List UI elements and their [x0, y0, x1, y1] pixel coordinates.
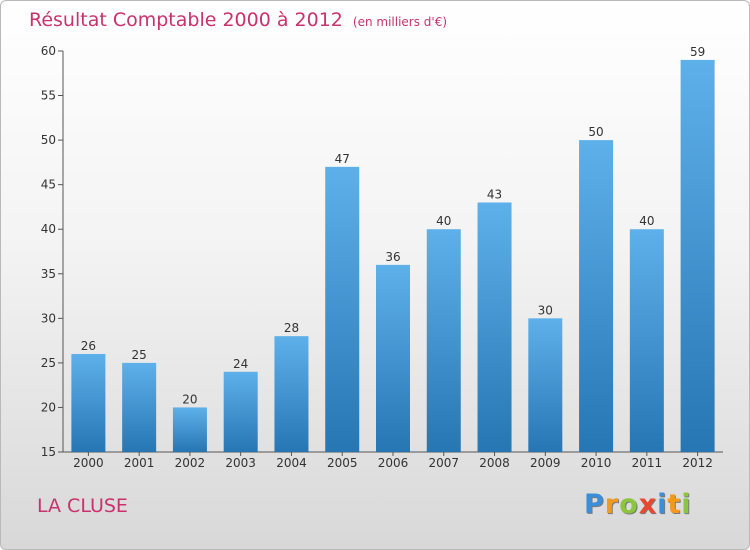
logo-letter: i: [681, 489, 692, 520]
y-tick-label: 25: [41, 356, 56, 370]
chart-title: Résultat Comptable 2000 à 2012 (en millie…: [29, 9, 447, 31]
bar-2002: [172, 407, 207, 452]
bar-2007: [426, 229, 461, 452]
bar-2012: [680, 59, 715, 453]
data-label: 26: [81, 339, 96, 353]
data-label: 24: [233, 357, 248, 371]
bar-2001: [122, 362, 157, 452]
logo-letter: i: [657, 489, 668, 520]
bar-2010: [579, 140, 614, 452]
x-tick-label: 2003: [225, 456, 256, 470]
proxiti-logo: Proxiti: [584, 489, 692, 520]
x-tick-label: 2010: [581, 456, 612, 470]
data-label: 40: [436, 214, 451, 228]
title-text: Résultat Comptable 2000 à 2012: [29, 9, 343, 31]
logo-letter: o: [619, 489, 639, 520]
data-label: 28: [284, 321, 299, 335]
logo-letter: P: [584, 489, 605, 520]
bar-2004: [274, 336, 309, 452]
data-label: 47: [335, 152, 350, 166]
bar-2006: [376, 264, 410, 452]
place-name: LA CLUSE: [37, 495, 128, 517]
y-tick-label: 55: [41, 89, 56, 103]
data-label: 40: [639, 214, 654, 228]
data-label: 36: [385, 250, 400, 264]
x-tick-label: 2002: [175, 456, 206, 470]
bar-2005: [325, 166, 360, 452]
logo-letter: x: [638, 489, 658, 520]
x-tick-label: 2008: [479, 456, 510, 470]
data-label: 20: [182, 392, 197, 406]
y-tick-label: 15: [41, 445, 56, 459]
y-tick-label: 50: [41, 133, 56, 147]
x-tick-label: 2007: [428, 456, 459, 470]
x-tick-label: 2006: [378, 456, 409, 470]
x-tick-label: 2000: [73, 456, 104, 470]
bars-group: 26 25 20 24 28 47 36 40 43 30 50 40 59: [71, 45, 715, 453]
bar-2003: [223, 371, 258, 452]
logo-letter: t: [667, 489, 682, 520]
data-label: 25: [132, 348, 147, 362]
chart-subtitle: (en milliers d'€): [352, 15, 448, 29]
x-tick-label: 2011: [632, 456, 663, 470]
y-tick-label: 45: [41, 178, 56, 192]
x-tick-label: 2012: [682, 456, 713, 470]
data-label: 59: [690, 45, 705, 59]
data-label: 50: [588, 125, 603, 139]
bar-2011: [629, 229, 664, 452]
data-label: 30: [538, 303, 553, 317]
bar-2009: [528, 318, 563, 452]
y-tick-label: 40: [41, 222, 56, 236]
data-label: 43: [487, 187, 502, 201]
logo-letter: r: [604, 489, 620, 520]
x-tick-label: 2001: [124, 456, 155, 470]
x-tick-label: 2009: [530, 456, 561, 470]
x-tick-label: 2005: [327, 456, 358, 470]
bar-2008: [477, 202, 512, 452]
y-tick-label: 30: [41, 311, 56, 325]
y-tick-label: 35: [41, 267, 56, 281]
x-tick-label: 2004: [276, 456, 307, 470]
y-tick-label: 20: [41, 400, 56, 414]
y-tick-label: 60: [41, 44, 56, 58]
bar-2000: [71, 353, 106, 452]
